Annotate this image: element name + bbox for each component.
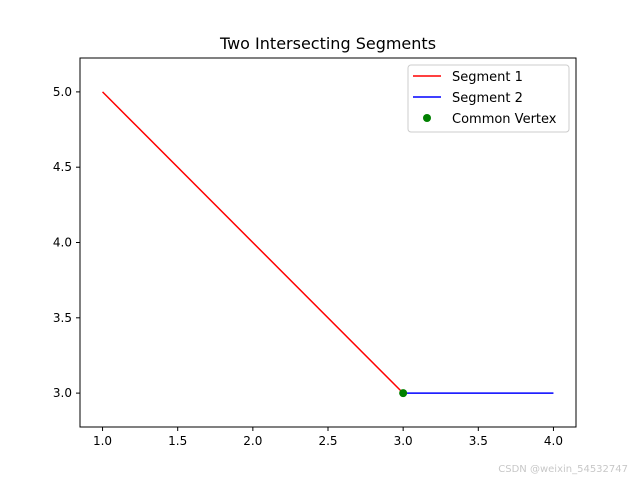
chart-title: Two Intersecting Segments bbox=[219, 34, 436, 53]
y-tick-label: 4.0 bbox=[53, 236, 72, 250]
y-tick-label: 5.0 bbox=[53, 85, 72, 99]
x-tick-label: 3.5 bbox=[469, 434, 488, 448]
y-tick-label: 4.5 bbox=[53, 160, 72, 174]
y-axis: 3.0 3.5 4.0 4.5 5.0 bbox=[53, 85, 80, 400]
y-tick-label: 3.0 bbox=[53, 386, 72, 400]
legend: Segment 1 Segment 2 Common Vertex bbox=[407, 64, 570, 133]
series-line-1 bbox=[102, 91, 404, 394]
x-tick-label: 1.0 bbox=[93, 434, 112, 448]
data-point bbox=[399, 389, 408, 398]
plot-frame bbox=[79, 57, 577, 428]
x-tick-label: 2.5 bbox=[318, 434, 337, 448]
legend-label: Segment 2 bbox=[452, 91, 523, 106]
y-tick-label: 3.5 bbox=[53, 311, 72, 325]
legend-swatch bbox=[423, 114, 431, 122]
legend-label: Common Vertex bbox=[452, 112, 557, 127]
watermark: CSDN @weixin_54532747 bbox=[498, 464, 628, 475]
x-tick-label: 2.0 bbox=[243, 434, 262, 448]
legend-box bbox=[407, 64, 570, 133]
x-tick-label: 1.5 bbox=[168, 434, 187, 448]
x-tick-label: 3.0 bbox=[394, 434, 413, 448]
legend-label: Segment 1 bbox=[452, 70, 523, 85]
x-axis: 1.0 1.5 2.0 2.5 3.0 3.5 4.0 bbox=[93, 427, 563, 448]
x-tick-label: 4.0 bbox=[544, 434, 563, 448]
plot-marks bbox=[102, 91, 554, 398]
